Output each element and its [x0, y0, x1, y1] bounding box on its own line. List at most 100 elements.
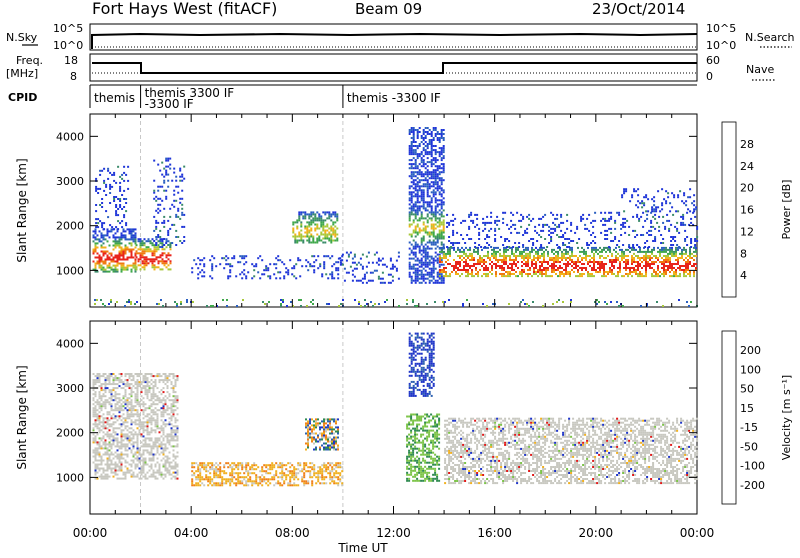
data-cell — [111, 259, 113, 261]
data-cell — [485, 261, 487, 263]
data-cell — [316, 242, 318, 244]
data-cell — [115, 417, 117, 419]
data-cell — [115, 257, 117, 259]
data-cell — [667, 265, 669, 267]
data-cell — [603, 267, 605, 269]
data-cell — [153, 429, 155, 431]
data-cell — [413, 153, 415, 155]
data-cell — [310, 224, 312, 226]
data-cell — [685, 200, 687, 202]
data-cell — [177, 435, 179, 437]
data-cell — [443, 228, 445, 230]
data-cell — [141, 423, 143, 425]
data-cell — [653, 196, 655, 198]
data-cell — [151, 423, 153, 425]
data-cell — [127, 249, 129, 251]
data-cell — [645, 263, 647, 265]
data-cell — [431, 175, 433, 177]
data-cell — [151, 399, 153, 401]
data-cell — [121, 381, 123, 383]
data-cell — [103, 437, 105, 439]
data-cell — [140, 242, 142, 244]
data-cell — [455, 261, 457, 263]
data-cell — [165, 456, 167, 458]
data-cell — [437, 240, 439, 242]
data-cell — [133, 456, 135, 458]
data-cell — [419, 163, 421, 165]
data-cell — [157, 208, 159, 210]
data-cell — [125, 269, 127, 271]
data-cell — [362, 282, 364, 284]
data-cell — [155, 407, 157, 409]
data-cell — [330, 215, 332, 217]
data-cell — [125, 253, 127, 255]
data-cell — [125, 419, 127, 421]
data-cell — [131, 389, 133, 391]
data-cell — [619, 265, 621, 267]
data-cell — [152, 238, 154, 240]
data-cell — [159, 439, 161, 441]
data-cell — [139, 419, 141, 421]
data-cell — [423, 217, 425, 219]
data-cell — [622, 244, 624, 246]
data-cell — [417, 197, 419, 199]
data-cell — [433, 213, 435, 215]
data-cell — [165, 476, 167, 478]
data-cell — [135, 464, 137, 466]
data-cell — [425, 177, 427, 179]
data-cell — [163, 379, 165, 381]
data-cell — [661, 273, 663, 275]
data-cell — [421, 240, 423, 242]
data-cell — [157, 462, 159, 464]
data-cell — [131, 242, 133, 244]
data-cell — [372, 280, 374, 282]
data-cell — [643, 204, 645, 206]
data-cell — [109, 245, 111, 247]
data-cell — [165, 379, 167, 381]
data-cell — [127, 417, 129, 419]
data-cell — [147, 381, 149, 383]
data-cell — [693, 263, 695, 265]
data-cell — [427, 145, 429, 147]
data-cell — [525, 263, 527, 265]
data-cell — [167, 470, 169, 472]
data-cell — [431, 248, 433, 250]
data-cell — [615, 259, 617, 261]
data-cell — [580, 218, 582, 220]
data-cell — [663, 251, 665, 253]
data-cell — [95, 401, 97, 403]
data-cell — [324, 232, 326, 234]
data-cell — [632, 246, 634, 248]
data-cell — [604, 218, 606, 220]
data-cell — [691, 202, 693, 204]
data-cell — [163, 437, 165, 439]
data-cell — [415, 248, 417, 250]
data-cell — [300, 240, 302, 242]
data-cell — [121, 409, 123, 411]
data-cell — [103, 395, 105, 397]
data-cell — [541, 271, 543, 273]
data-cell — [419, 209, 421, 211]
data-cell — [617, 259, 619, 261]
data-cell — [99, 255, 101, 257]
data-cell — [149, 381, 151, 383]
data-cell — [163, 222, 165, 224]
data-cell — [119, 478, 121, 480]
data-cell — [121, 242, 123, 244]
data-cell — [427, 209, 429, 211]
data-cell — [673, 263, 675, 265]
data-cell — [314, 215, 316, 217]
data-cell — [151, 387, 153, 389]
data-cell — [435, 242, 437, 244]
data-cell — [157, 373, 159, 375]
data-cell — [125, 474, 127, 476]
data-cell — [593, 275, 595, 277]
data-cell — [177, 472, 179, 474]
data-cell — [667, 259, 669, 261]
data-cell — [113, 413, 115, 415]
data-cell — [463, 251, 465, 253]
data-cell — [429, 129, 431, 131]
data-cell — [584, 228, 586, 230]
data-cell — [392, 264, 394, 266]
data-cell — [191, 482, 193, 484]
